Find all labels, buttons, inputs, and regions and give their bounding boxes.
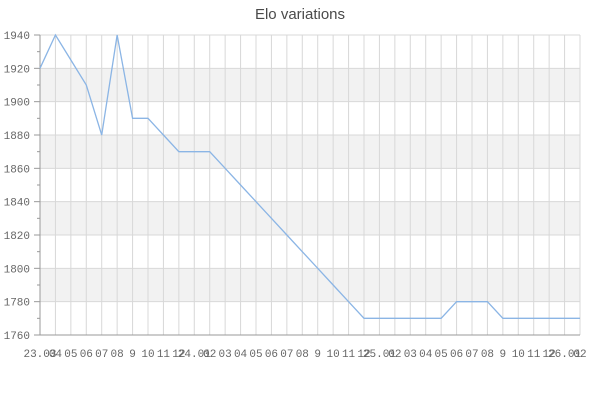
svg-text:06: 06 xyxy=(265,349,278,361)
svg-text:11: 11 xyxy=(342,349,356,361)
svg-text:06: 06 xyxy=(450,349,463,361)
svg-text:1900: 1900 xyxy=(4,98,30,110)
svg-text:06: 06 xyxy=(80,349,93,361)
svg-text:1920: 1920 xyxy=(4,64,30,76)
svg-text:10: 10 xyxy=(327,349,340,361)
svg-text:07: 07 xyxy=(280,349,293,361)
svg-text:05: 05 xyxy=(435,349,448,361)
svg-text:11: 11 xyxy=(527,349,541,361)
svg-text:05: 05 xyxy=(249,349,262,361)
svg-text:08: 08 xyxy=(111,349,124,361)
svg-text:02: 02 xyxy=(203,349,216,361)
svg-text:04: 04 xyxy=(234,349,248,361)
svg-text:9: 9 xyxy=(500,349,507,361)
svg-text:07: 07 xyxy=(465,349,478,361)
svg-text:9: 9 xyxy=(314,349,321,361)
svg-text:1820: 1820 xyxy=(4,231,30,243)
svg-text:1800: 1800 xyxy=(4,264,30,276)
svg-text:08: 08 xyxy=(296,349,309,361)
svg-text:07: 07 xyxy=(95,349,108,361)
svg-text:11: 11 xyxy=(157,349,171,361)
svg-text:1940: 1940 xyxy=(4,31,30,43)
svg-text:1860: 1860 xyxy=(4,164,30,176)
svg-text:1760: 1760 xyxy=(4,331,30,343)
svg-text:1780: 1780 xyxy=(4,298,30,310)
svg-text:1840: 1840 xyxy=(4,198,30,210)
svg-text:08: 08 xyxy=(481,349,494,361)
svg-text:03: 03 xyxy=(219,349,232,361)
svg-text:02: 02 xyxy=(573,349,586,361)
svg-text:9: 9 xyxy=(129,349,136,361)
svg-text:04: 04 xyxy=(419,349,433,361)
svg-text:02: 02 xyxy=(388,349,401,361)
svg-text:05: 05 xyxy=(64,349,77,361)
svg-text:10: 10 xyxy=(512,349,525,361)
svg-text:04: 04 xyxy=(49,349,63,361)
svg-text:03: 03 xyxy=(404,349,417,361)
svg-text:1880: 1880 xyxy=(4,131,30,143)
svg-text:10: 10 xyxy=(141,349,154,361)
